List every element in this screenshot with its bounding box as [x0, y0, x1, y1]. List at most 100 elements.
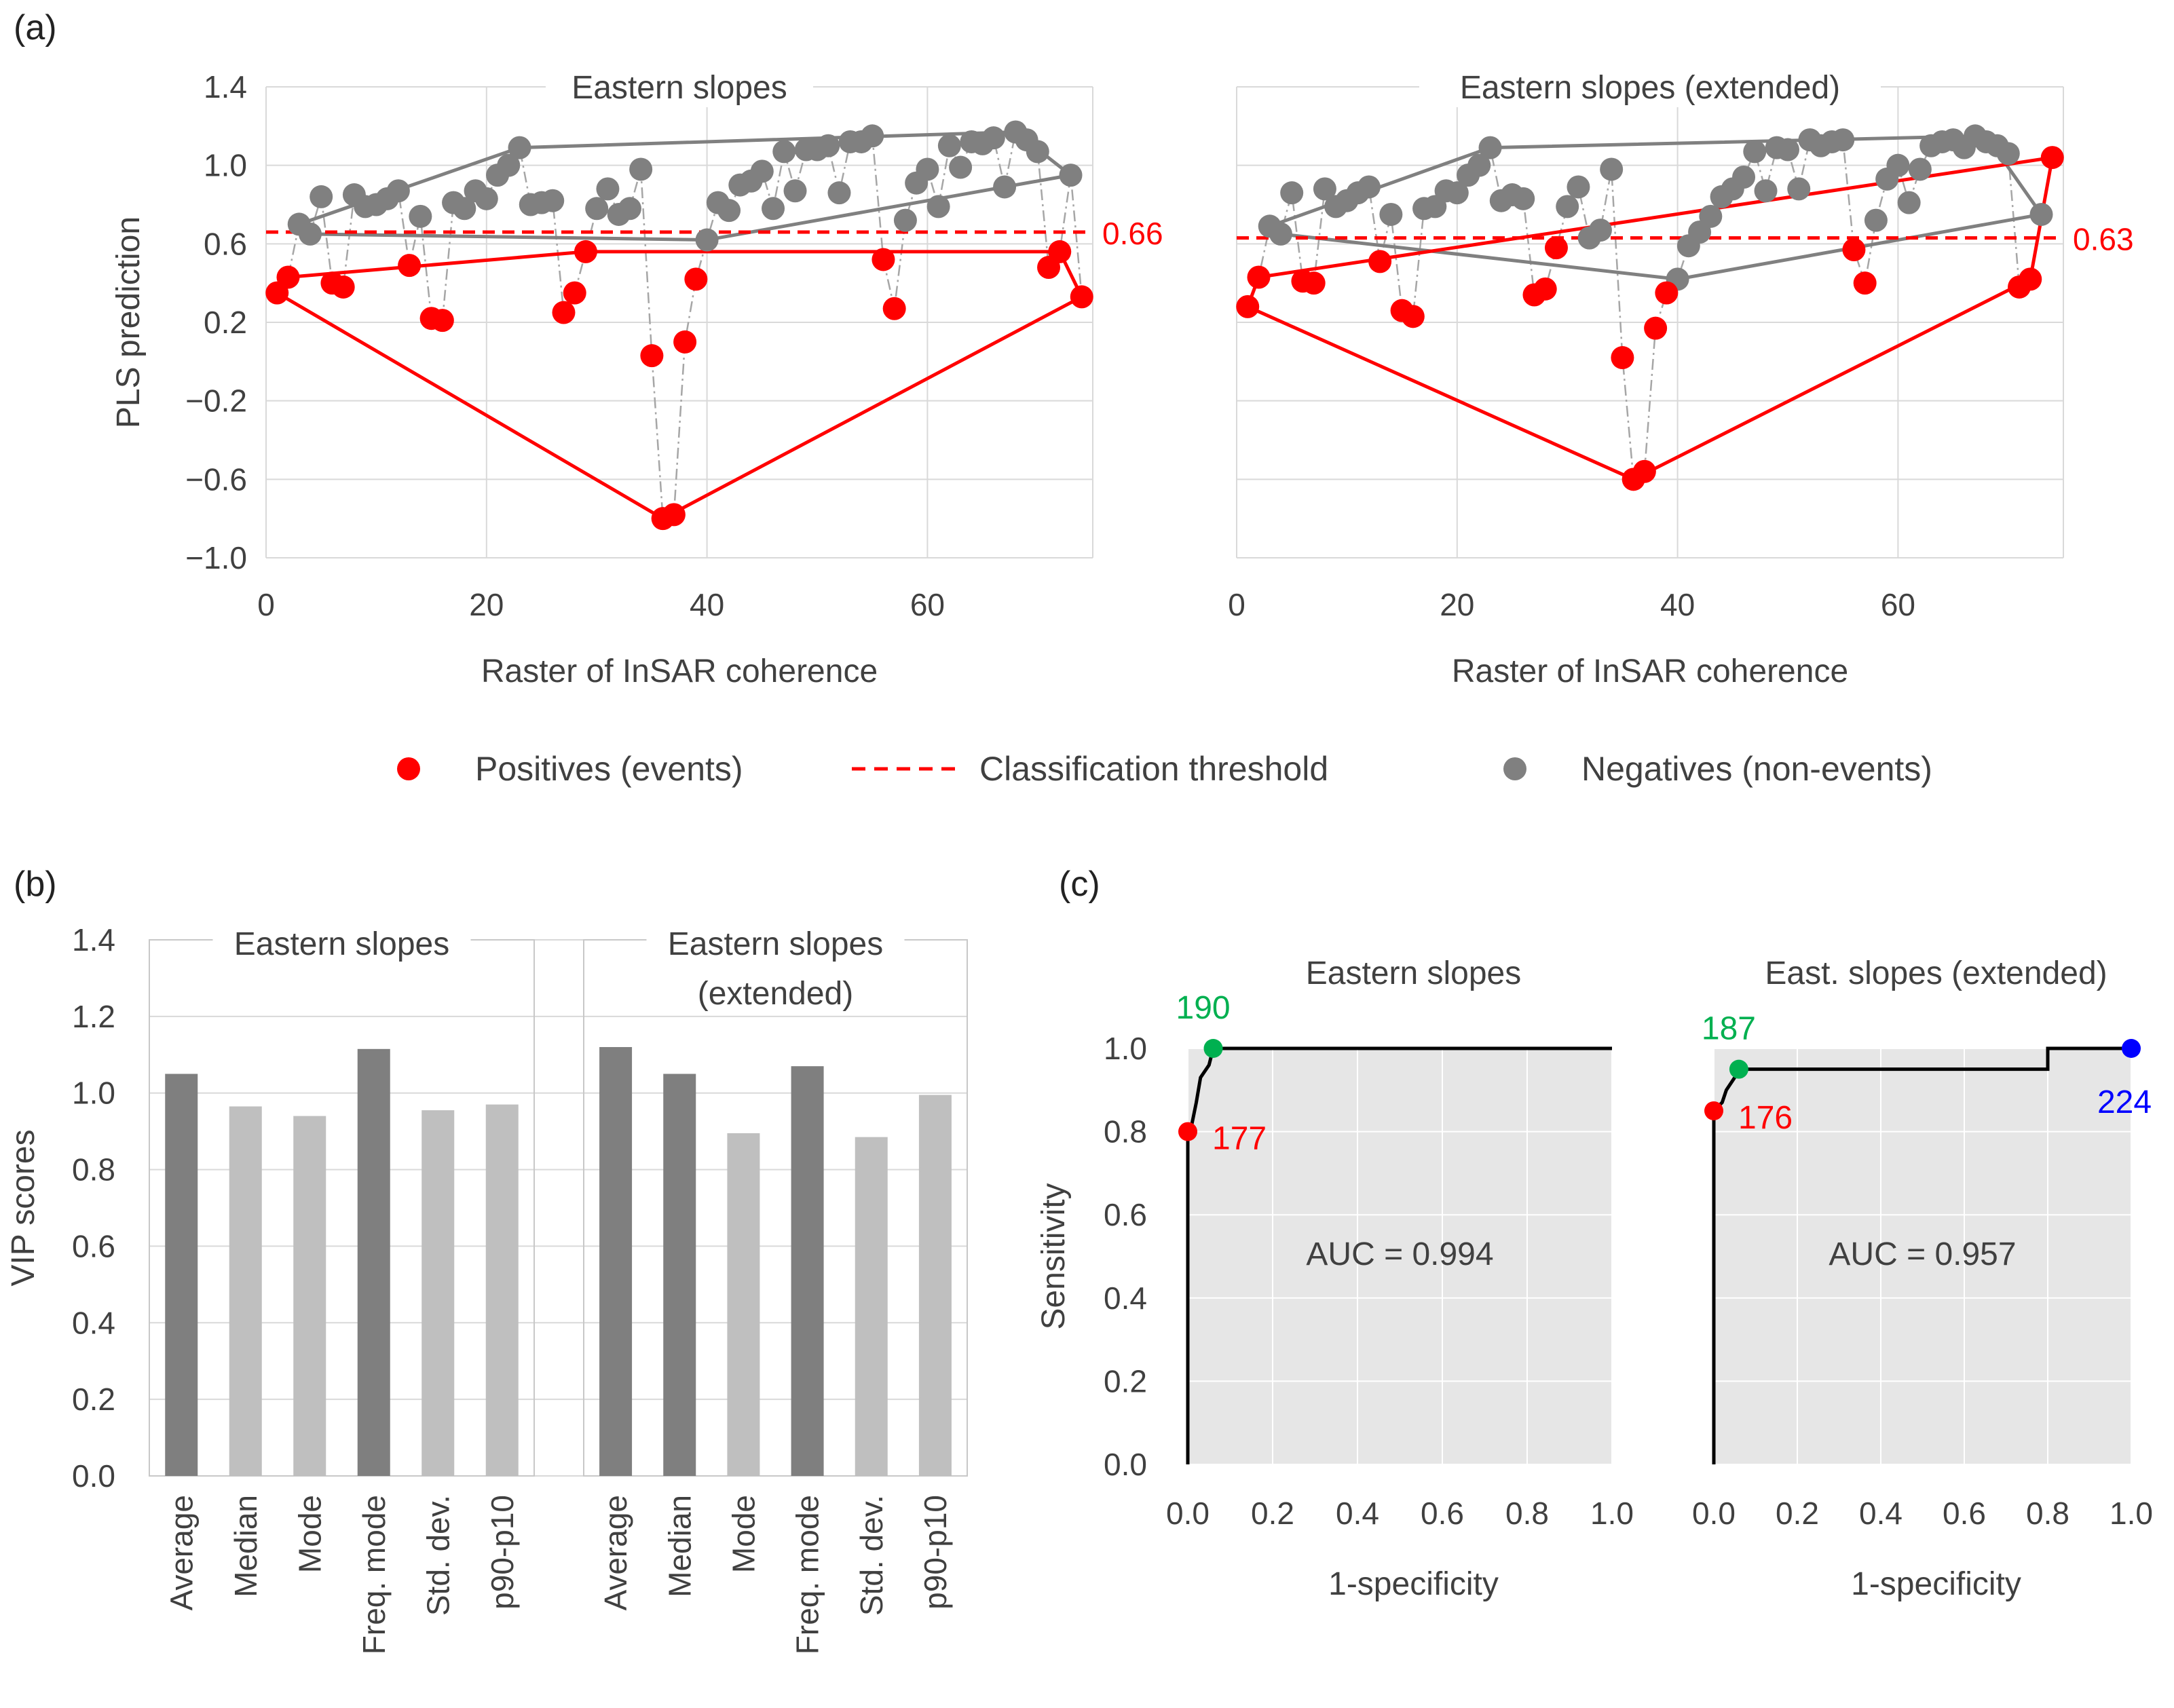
- y-tick-label: 1.0: [204, 148, 247, 183]
- negative-point: [1269, 222, 1292, 246]
- negative-point: [474, 187, 498, 210]
- positive-point: [1611, 346, 1634, 370]
- x-category-label: p90-p10: [918, 1495, 953, 1610]
- positive-point: [430, 309, 454, 333]
- y-tick-label: 0.0: [1104, 1447, 1147, 1482]
- legend-negative-marker: [1503, 757, 1526, 780]
- chart-title: Eastern slopes: [1306, 955, 1522, 991]
- y-tick-label: 0.6: [1104, 1197, 1147, 1232]
- y-tick-label: 0.4: [72, 1305, 115, 1340]
- bar: [165, 1074, 198, 1476]
- y-tick-label: −0.2: [185, 383, 247, 419]
- negative-point: [926, 195, 950, 219]
- negative-point: [1059, 164, 1083, 187]
- negative-point: [1886, 153, 1910, 177]
- x-axis-label: 1-specificity: [1851, 1566, 2021, 1602]
- x-category-label: Median: [228, 1495, 263, 1597]
- x-tick-label: 0.2: [1776, 1496, 1819, 1531]
- roc-marker: [1178, 1122, 1197, 1141]
- y-tick-label: 0.6: [204, 226, 247, 261]
- positive-point: [574, 240, 597, 263]
- negative-point: [1732, 166, 1756, 189]
- negative-point: [861, 124, 884, 148]
- bar: [485, 1104, 519, 1476]
- positive-point: [673, 330, 697, 354]
- y-tick-label: −1.0: [185, 540, 247, 575]
- negative-point: [1478, 136, 1502, 159]
- negative-point: [1776, 138, 1799, 162]
- x-tick-label: 0.6: [1421, 1496, 1464, 1531]
- positive-point: [1236, 295, 1260, 318]
- bar-panel-frame: [583, 939, 968, 1477]
- x-tick-label: 1.0: [2110, 1496, 2153, 1531]
- roc-marker: [1704, 1101, 1723, 1120]
- negative-point: [585, 197, 609, 221]
- auc-label: AUC = 0.994: [1306, 1236, 1493, 1272]
- y-tick-label: 0.6: [72, 1228, 115, 1264]
- title-background: [546, 65, 813, 107]
- x-tick-label: 0.0: [1692, 1496, 1736, 1531]
- negative-point: [695, 228, 719, 252]
- roc-chart-eastern-slopes-extended: 0.0 0.2 0.4 0.6 0.8 1.0 East. slopes (extended…: [1692, 955, 2153, 1602]
- chart-title: Eastern slopes: [571, 70, 787, 106]
- negative-point: [1280, 181, 1304, 205]
- panel-label-c: (c): [1059, 865, 1100, 904]
- chart-title: Eastern slopes: [234, 926, 450, 962]
- x-category-label: Average: [164, 1495, 199, 1611]
- positive-point: [1368, 250, 1392, 273]
- positive-point: [276, 265, 300, 289]
- x-category-label: Std. dev.: [420, 1495, 455, 1616]
- negative-point: [409, 204, 432, 228]
- positive-point: [1401, 305, 1425, 328]
- positive-point: [1655, 281, 1679, 305]
- y-tick-label: 0.8: [1104, 1114, 1147, 1150]
- negative-point: [386, 179, 410, 203]
- bar: [855, 1137, 888, 1476]
- chart-title: East. slopes (extended): [1765, 955, 2107, 991]
- x-category-label: Std. dev.: [854, 1495, 889, 1616]
- title-background: [646, 919, 905, 1008]
- negative-point: [783, 179, 807, 203]
- negative-point: [1831, 128, 1855, 152]
- roc-marker-label: 190: [1176, 990, 1231, 1026]
- negative-point: [1787, 177, 1811, 201]
- negative-point: [1754, 179, 1778, 203]
- positive-point: [1842, 238, 1866, 262]
- x-tick-label: 0.8: [2026, 1496, 2069, 1531]
- y-tick-label: 0.2: [1104, 1363, 1147, 1399]
- negative-point: [1908, 157, 1932, 181]
- chart-title: Eastern slopes: [668, 926, 884, 962]
- y-tick-label: 1.0: [1104, 1031, 1147, 1066]
- legend-threshold: Classification threshold: [979, 750, 1328, 788]
- positive-point: [1853, 271, 1877, 295]
- positive-point: [563, 281, 586, 305]
- positive-point: [1070, 285, 1093, 309]
- x-axis-label: Raster of InSAR coherence: [481, 653, 878, 689]
- panel-label-b: (b): [14, 865, 57, 904]
- roc-marker-label: 187: [1702, 1011, 1756, 1047]
- y-tick-label: 0.2: [204, 305, 247, 340]
- bar-chart-vip-scores: 0.0 0.2 0.4 0.6 0.8 1.0 1.2 1.4 VIP scores Easter…: [5, 919, 968, 1654]
- plot-area: [1714, 1048, 2131, 1464]
- negative-point: [508, 136, 531, 159]
- dash-dot-connector: [276, 130, 1083, 520]
- negative-point: [817, 134, 840, 157]
- y-tick-label: 1.4: [204, 69, 247, 105]
- roc-marker-label: 224: [2097, 1084, 2152, 1120]
- x-category-label: Mode: [292, 1495, 327, 1573]
- plot-area: [1188, 1048, 1612, 1464]
- negative-point: [1445, 181, 1469, 205]
- bar: [293, 1116, 326, 1476]
- x-tick-label: 0.6: [1943, 1496, 1986, 1531]
- negative-point: [1996, 142, 2020, 166]
- positive-point: [1302, 271, 1326, 295]
- positive-envelope: [274, 250, 1085, 521]
- negative-point: [827, 181, 851, 205]
- negative-point: [1467, 153, 1491, 177]
- negative-point: [2029, 202, 2053, 226]
- negative-point: [1512, 187, 1535, 210]
- positive-point: [872, 248, 895, 271]
- x-tick-label: 0.8: [1505, 1496, 1549, 1531]
- chart-title-line-2: (extended): [698, 976, 853, 1012]
- roc-marker: [1729, 1059, 1748, 1079]
